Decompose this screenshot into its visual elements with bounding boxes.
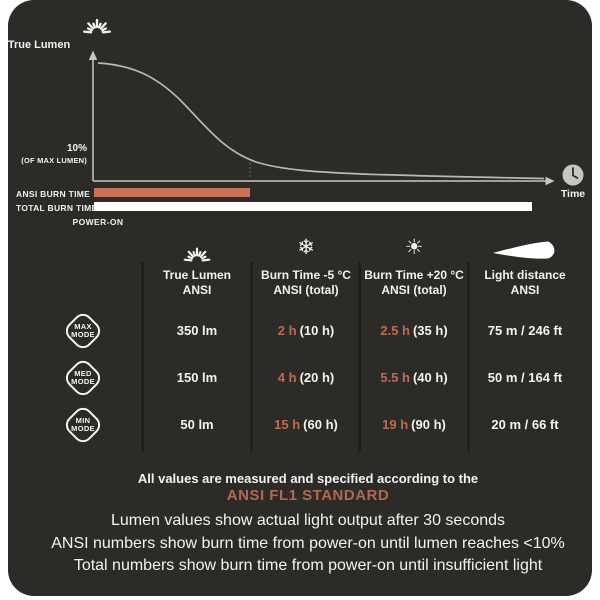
column-header-burn-time-warm: Burn Time +20 °C ANSI (total) [364,268,464,297]
ansi-burn-time-bar [94,188,250,197]
max-burn-warm-value: 2.5 h (35 h) [380,323,448,338]
badge-label: MAX MODE [71,321,95,339]
column-divider [249,262,253,452]
max-distance-value: 75 m / 246 ft [487,323,563,338]
min-burn-cold-value: 15 h (60 h) [274,417,338,432]
measured-according-text: All values are measured and specified ac… [137,471,479,486]
lumen-values-note: Lumen values show actual light output af… [110,512,506,529]
y-axis-arrow [88,50,98,60]
med-burn-warm-value: 5.5 h (40 h) [380,370,448,385]
min-mode-badge: MIN MODE [61,403,105,447]
time-clock-icon [562,164,584,186]
ansi-burn-time-label: ANSI BURN TIME [16,188,91,199]
column-header-true-lumen: True Lumen ANSI [162,268,232,297]
total-numbers-note: Total numbers show burn time from power-… [73,557,543,574]
y-axis-10-percent-label: 10% [66,143,87,154]
total-burn-time-label: TOTAL BURN TIME [16,202,98,213]
column-divider [358,262,361,452]
lumen-curve [97,62,545,180]
rays-icon [183,247,211,262]
badge-label: MED MODE [71,368,95,386]
true-lumen-axis-label: True Lumen [7,39,71,51]
med-distance-value: 50 m / 164 ft [487,370,563,385]
light-beam-icon [493,241,555,259]
snowflake-icon: ❄ [297,235,315,259]
med-mode-badge: MED MODE [61,356,105,400]
column-header-burn-time-cold: Burn Time -5 °C ANSI (total) [261,268,351,297]
min-lumen-value: 50 lm [180,417,214,432]
badge-label: MIN MODE [71,415,95,433]
min-distance-value: 20 m / 66 ft [491,417,559,432]
ansi-numbers-note: ANSI numbers show burn time from power-o… [51,534,565,552]
sun-icon: ☀ [404,235,424,259]
max-burn-cold-value: 2 h (10 h) [277,323,335,338]
column-divider [466,262,470,452]
med-burn-cold-value: 4 h (20 h) [277,370,335,385]
x-axis-arrow [545,176,555,186]
column-header-light-distance: Light distance ANSI [484,268,566,297]
med-lumen-value: 150 lm [176,370,218,385]
max-mode-badge: MAX MODE [61,309,105,353]
min-burn-warm-value: 19 h (90 h) [382,417,446,432]
lumen-decay-chart [82,18,584,186]
spec-card: True Lumen 10% (OF MAX LUMEN) ANSI BURN … [8,0,592,596]
max-lumen-value: 350 lm [176,323,218,338]
power-on-label: POWER-ON [72,217,124,227]
time-axis-label: Time [560,188,586,200]
total-burn-time-bar [94,202,532,211]
column-divider [141,262,144,452]
ansi-fl1-standard-text: ANSI FL1 STANDARD [226,487,390,504]
y-axis-of-max-lumen-label: (OF MAX LUMEN) [21,156,87,165]
true-lumen-rays-icon [82,18,112,34]
